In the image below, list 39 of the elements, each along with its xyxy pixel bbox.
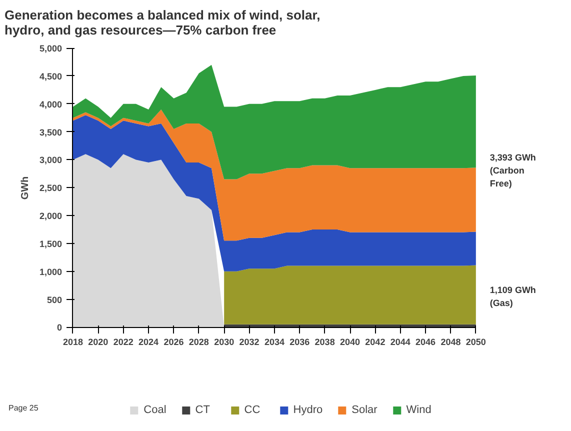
annotation: 3,393 GWh (Carbon Free) — [490, 152, 536, 189]
x-tick-label: 2026 — [164, 337, 184, 348]
y-tick-label: 1,000 — [39, 266, 62, 277]
legend-label: CC — [244, 404, 262, 416]
y-tick-label: 4,000 — [39, 99, 62, 110]
x-tick-label: 2046 — [416, 337, 436, 348]
x-tick-label: 2032 — [239, 337, 260, 348]
y-tick-label: 2,500 — [39, 183, 62, 194]
x-tick-label: 2050 — [466, 337, 486, 348]
x-tick-label: 2044 — [390, 337, 410, 348]
x-tick-label: 2042 — [365, 337, 386, 348]
annotation: 1,109 GWh (Gas) — [490, 284, 536, 308]
x-tick-label: 2040 — [340, 337, 360, 348]
x-tick-label: 2020 — [88, 337, 108, 348]
y-tick-label: 5,000 — [39, 44, 62, 54]
y-axis-title: GWh — [20, 176, 31, 200]
legend-label: Solar — [352, 404, 378, 416]
x-tick-label: 2034 — [264, 337, 284, 348]
x-tick-label: 2028 — [188, 337, 209, 348]
x-tick-label: 2030 — [214, 337, 234, 348]
legend-label: Wind — [406, 404, 432, 416]
y-tick-label: 2,000 — [39, 211, 62, 222]
x-tick-label: 2038 — [314, 337, 335, 348]
x-tick-label: 2018 — [62, 337, 84, 348]
x-tick-label: 2036 — [290, 337, 310, 348]
y-tick-label: 0 — [56, 322, 62, 333]
x-tick-label: 2024 — [138, 337, 159, 348]
y-tick-label: 1,500 — [39, 238, 62, 249]
y-tick-label: 500 — [46, 294, 62, 305]
y-tick-label: 3,500 — [39, 127, 62, 138]
x-tick-label: 2048 — [440, 337, 461, 348]
legend-label: CT — [195, 404, 211, 416]
legend-label: Hydro — [293, 404, 323, 416]
text: Page 25 — [8, 404, 39, 412]
legend-label: Coal — [144, 404, 166, 416]
y-tick-label: 3,000 — [39, 155, 62, 166]
y-tick-label: 4,500 — [39, 71, 62, 82]
chart-title: Generation becomes a balanced mix of wind, solar, hydro, and gas resources—75% carbon free — [4, 8, 320, 38]
x-tick-label: 2022 — [113, 337, 134, 348]
